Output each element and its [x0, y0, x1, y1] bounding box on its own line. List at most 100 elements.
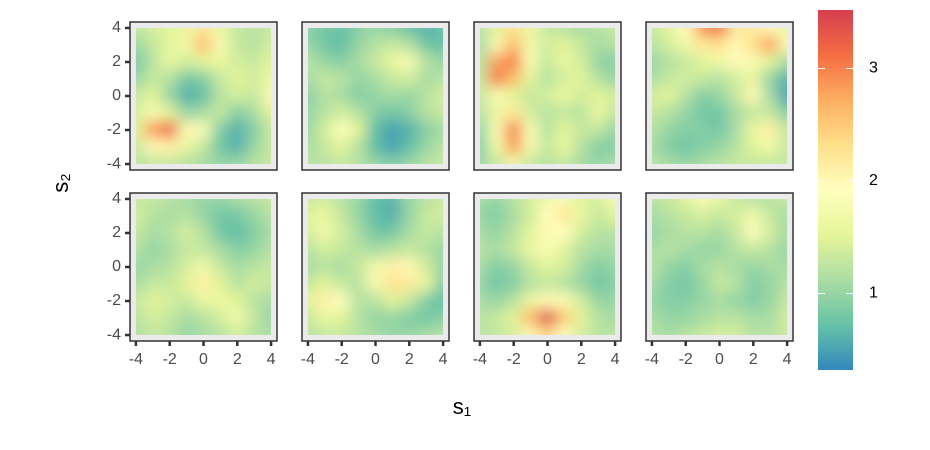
heat-cell [487, 27, 506, 37]
heat-cell [727, 52, 746, 71]
heat-cell [538, 326, 557, 336]
heat-cell [262, 104, 272, 123]
heat-cell [727, 155, 746, 165]
heat-cell [194, 104, 213, 123]
heat-cell [400, 35, 419, 54]
heat-cell [383, 35, 402, 54]
heat-cell [538, 292, 557, 311]
heat-cell [504, 223, 523, 242]
heat-cell [366, 27, 385, 37]
heat-cell [307, 326, 317, 336]
heat-cell [262, 86, 272, 106]
heat-cell [383, 198, 402, 208]
heat-cell [659, 121, 678, 140]
heat-cell [143, 35, 162, 54]
x-tick-label: 4 [267, 351, 276, 368]
heat-cell [307, 309, 317, 328]
heat-cell [487, 257, 506, 277]
heat-cell [761, 309, 780, 328]
heat-cell [245, 35, 264, 54]
heat-cell [177, 104, 196, 123]
heat-cell [383, 292, 402, 311]
heat-cell [606, 309, 616, 328]
heat-cell [211, 326, 230, 336]
x-tick-label: -2 [679, 351, 693, 368]
heat-cell [434, 198, 444, 208]
heat-cell [761, 104, 780, 123]
heat-cell [651, 121, 661, 140]
heat-cell [194, 86, 213, 106]
heat-cell [479, 35, 489, 54]
heat-cell [572, 326, 591, 336]
heat-cell [572, 206, 591, 225]
heat-cell [727, 223, 746, 242]
heat-cell [160, 121, 179, 140]
heat-cell [400, 240, 419, 259]
heat-cell [651, 155, 661, 165]
heat-cell [710, 240, 729, 259]
heat-cell [211, 69, 230, 88]
heat-cell [479, 206, 489, 225]
heat-cell [160, 326, 179, 336]
heat-cell [417, 223, 436, 242]
heat-cell [572, 52, 591, 71]
heat-cell [366, 198, 385, 208]
heat-cell [135, 326, 145, 336]
heat-cell [555, 155, 574, 165]
heat-cell [177, 86, 196, 106]
heat-cell [332, 27, 351, 37]
heat-cell [315, 309, 334, 328]
heat-cell [349, 309, 368, 328]
heat-cell [572, 27, 591, 37]
heat-cell [589, 206, 608, 225]
heat-cell [504, 206, 523, 225]
heat-cell [727, 86, 746, 106]
heat-cell [778, 104, 788, 123]
colorbar-label: 1 [869, 285, 878, 302]
heat-cell [211, 240, 230, 259]
heat-cell [659, 309, 678, 328]
heat-cell [761, 138, 780, 157]
heat-cell [479, 275, 489, 294]
heat-cell [417, 155, 436, 165]
heat-cell [383, 240, 402, 259]
heat-cell [676, 240, 695, 259]
heat-cell [676, 35, 695, 54]
heat-cell [538, 309, 557, 328]
heat-cell [177, 198, 196, 208]
heat-cell [228, 240, 247, 259]
heat-cell [160, 86, 179, 106]
heat-cell [504, 52, 523, 71]
panel [479, 27, 616, 165]
heat-cell [135, 121, 145, 140]
heat-cell [349, 198, 368, 208]
heat-cell [349, 35, 368, 54]
heat-cell [400, 121, 419, 140]
heat-cell [366, 326, 385, 336]
heat-cell [589, 326, 608, 336]
heat-cell [487, 138, 506, 157]
heat-cell [555, 35, 574, 54]
heat-cell [572, 138, 591, 157]
heat-cell [693, 240, 712, 259]
heat-cell [349, 138, 368, 157]
heat-cell [245, 121, 264, 140]
heat-cell [744, 155, 763, 165]
heat-cell [521, 52, 540, 71]
heat-cell [211, 206, 230, 225]
heat-cell [676, 275, 695, 294]
heat-cell [135, 155, 145, 165]
heat-cell [160, 104, 179, 123]
heat-cell [262, 138, 272, 157]
heat-cell [504, 198, 523, 208]
heat-cell [744, 198, 763, 208]
heat-cell [349, 206, 368, 225]
heat-cell [228, 86, 247, 106]
heat-field [651, 198, 788, 336]
heat-cell [659, 69, 678, 88]
heat-cell [521, 275, 540, 294]
heat-cell [143, 309, 162, 328]
heat-cell [383, 206, 402, 225]
heat-cell [651, 326, 661, 336]
